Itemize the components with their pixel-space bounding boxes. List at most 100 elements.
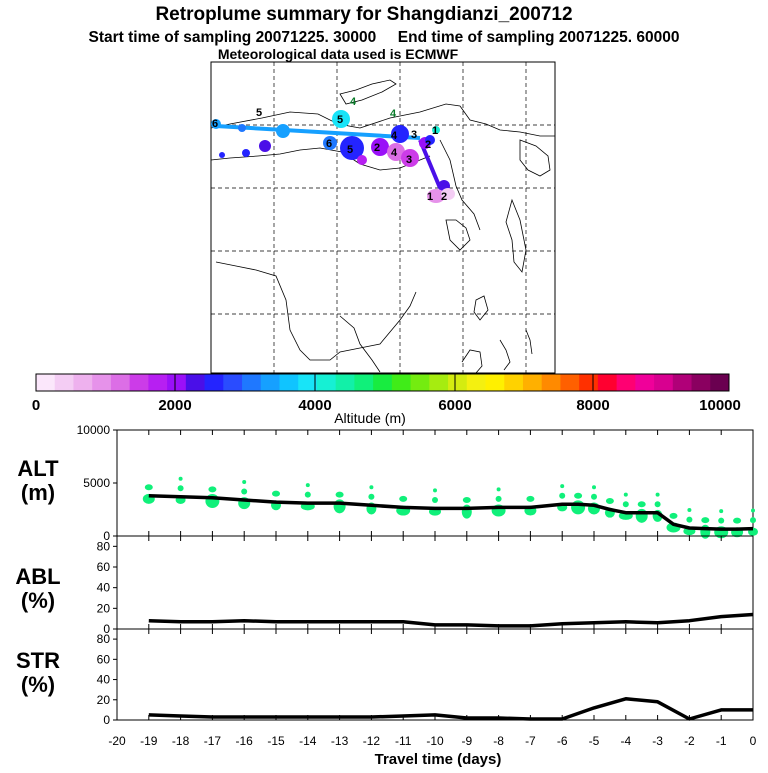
alt-dot [559,492,566,499]
track-day-labels: 6 5 4 4 5 6 3 2 1 2 4 4 5 3 1 2 [212,96,447,203]
x-tick-label: -14 [299,734,317,748]
panel-str: 0 20 40 60 80 [97,628,754,727]
y-tick-label: 80 [97,632,111,646]
y-tick-label: 60 [97,560,111,574]
colorbar-segment [466,374,487,391]
plume-point [357,155,367,165]
panel-frame [116,628,754,721]
colorbar-segment [373,374,393,391]
colorbar-segment [448,374,468,391]
plume-point [259,140,271,152]
y-tick-label: 40 [97,581,111,595]
trajectory-map: 6 5 4 4 5 6 3 2 1 2 4 4 5 3 1 2 [210,61,556,374]
colorbar-segment [148,374,168,391]
x-tick-label: -1 [716,734,727,748]
x-tick-label: -17 [204,734,222,748]
x-tick-label: -19 [140,734,158,748]
day-label: 1 [427,191,433,203]
plume-point [371,138,389,156]
colorbar-segment [242,374,262,391]
abl-unit: (%) [21,588,55,613]
day-label: 3 [406,154,412,166]
altitude-colorbar [35,373,730,392]
x-tick-label: -16 [236,734,254,748]
day-label: 4 [350,96,357,108]
alt-label: ALT [17,456,59,481]
abl-label: ABL [15,564,60,589]
alt-dot [526,495,535,502]
alt-dot [687,508,692,513]
alt-dot [495,495,502,502]
colorbar-segment [354,374,374,391]
colorbar-segment [635,374,655,391]
plume-point [432,126,440,134]
panel-abl: 0 20 40 60 80 [97,535,754,636]
alt-dot [304,491,311,498]
colorbar-segment [522,374,543,391]
colorbar-segment [260,374,280,391]
chart-title: Retroplume summary for Shangdianzi_20071… [155,4,572,25]
alt-dot [368,493,375,500]
alt-dot [701,517,710,524]
trajectory-track [211,110,455,203]
plume-point [219,152,225,158]
day-label: 3 [411,129,417,141]
colorbar-segment [316,374,337,391]
x-tick-label: -6 [557,734,568,748]
y-tick-label: 5000 [83,476,110,490]
colorbar-segment [92,374,112,391]
alt-dot [750,517,756,524]
x-axis-label: Travel time (days) [375,751,502,768]
y-tick-label: 0 [103,622,110,636]
x-tick-label: -9 [461,734,472,748]
plume-point [427,189,445,203]
day-label: 1 [432,125,438,137]
colorbar-segment [54,374,74,391]
day-label: 6 [326,138,332,150]
colorbar-segment [129,374,149,391]
str-label: STR [16,648,60,673]
alt-unit: (m) [21,480,55,505]
colorbar-segment [167,374,187,391]
colorbar-segment [73,374,93,391]
day-label: 5 [337,114,343,126]
plume-point [441,188,455,200]
plume-point [276,124,290,138]
alt-dot [462,496,471,503]
panel-labels: ALT (m) ABL (%) STR (%) [15,456,60,697]
x-tick-label: -20 [108,734,126,748]
alt-dot [208,486,217,493]
colorbar-tick: 6000 [438,397,471,414]
x-tick-label: -7 [525,734,536,748]
plume-point [391,125,409,143]
panel-frame [116,535,754,630]
met-data-note: Meteorological data used is ECMWF [218,46,459,62]
y-tick-label: 10000 [77,423,111,437]
alt-dot [369,485,374,490]
alt-dot [335,491,344,498]
alt-dot [305,483,310,488]
colorbar-segment [335,374,355,391]
x-tick-label: -15 [267,734,285,748]
colorbar-segment [36,374,56,391]
colorbar-segment [616,374,636,391]
colorbar-segment [541,374,561,391]
alt-dot [432,496,438,503]
colorbar-tick: 10000 [699,397,741,414]
colorbar-segment [485,374,505,391]
str-unit: (%) [21,672,55,697]
track-west-segment [215,124,421,140]
day-label: 4 [391,130,398,142]
alt-dot [574,492,583,499]
map-coastlines [210,79,555,374]
alt-dot [655,492,660,497]
alt-dot [178,476,183,481]
alt-dot [177,485,184,492]
alt-dot [433,488,437,493]
colorbar-segment [504,374,524,391]
plume-point [242,149,250,157]
alt-dot [751,508,755,513]
x-tick-label: 0 [750,734,757,748]
colorbar-segment [391,374,412,391]
